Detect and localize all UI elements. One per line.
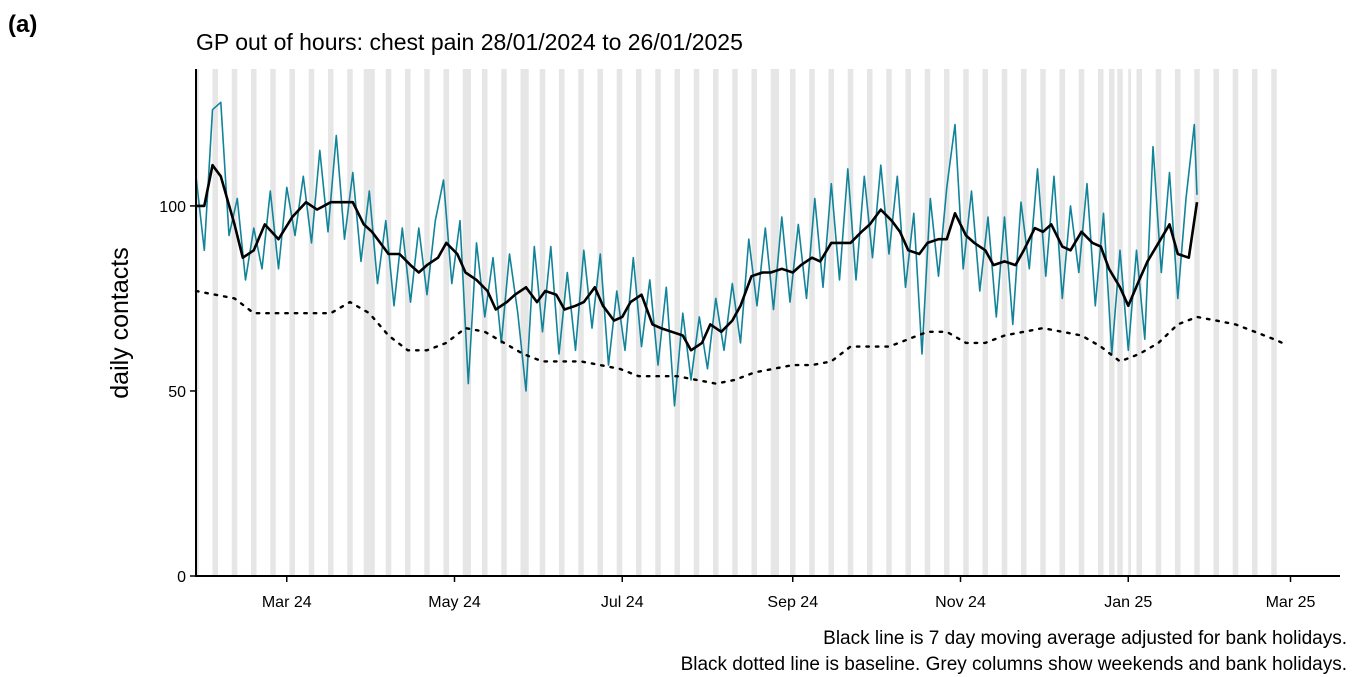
weekend-column	[520, 69, 529, 576]
weekend-column	[1213, 69, 1219, 576]
weekend-column	[385, 69, 392, 576]
weekend-column	[809, 69, 815, 576]
weekend-column	[828, 69, 834, 576]
weekend-column	[790, 69, 796, 576]
weekend-column	[1136, 69, 1142, 576]
weekend-column	[231, 69, 238, 576]
x-tick-label: May 24	[428, 594, 481, 611]
weekend-column	[443, 69, 449, 576]
weekend-column	[905, 69, 911, 576]
plot-area: 0 50 100 Mar 24 May 24 Jul 24 Sep 24 Nov 24 Jan …	[159, 69, 1340, 611]
note: Black dotted line is baseline. Grey colu…	[681, 654, 1347, 675]
weekend-column	[732, 69, 738, 576]
weekend-column	[501, 69, 507, 576]
weekend-column	[1194, 69, 1200, 576]
x-tick-label: Jul 24	[601, 594, 644, 611]
weekend-column	[1040, 69, 1046, 576]
weekend-column	[1001, 69, 1008, 576]
data-line	[195, 101, 1198, 407]
weekend-column	[424, 69, 430, 576]
weekend-column	[616, 69, 623, 576]
data-line	[196, 163, 1199, 352]
weekend-column	[405, 69, 411, 576]
weekend-column	[693, 69, 700, 576]
y-tick-label: 50	[168, 384, 186, 401]
x-tick-label: Mar 24	[262, 594, 312, 611]
weekend-column	[289, 69, 295, 576]
x-tick-label: Sep 24	[767, 594, 818, 611]
weekend-column	[363, 69, 375, 576]
weekend-column	[982, 69, 988, 576]
weekend-column	[1252, 69, 1258, 576]
weekend-column	[886, 69, 892, 576]
weekend-column	[347, 69, 353, 576]
chart-title: GP out of hours: chest pain 28/01/2024 t…	[196, 29, 743, 55]
x-tick-label: Mar 25	[1266, 594, 1316, 611]
weekend-column	[674, 69, 680, 576]
weekend-column	[1128, 69, 1131, 576]
weekend-column	[713, 69, 719, 576]
weekend-column	[578, 69, 584, 576]
x-tick-label: Nov 24	[935, 594, 986, 611]
weekend-column	[482, 69, 488, 576]
y-axis-label: daily contacts	[106, 247, 134, 398]
x-tick-label: Jan 25	[1104, 594, 1152, 611]
weekend-column	[1271, 69, 1277, 576]
weekend-column	[1109, 69, 1115, 576]
weekend-column	[1098, 69, 1104, 576]
weekend-column	[944, 69, 950, 576]
weekend-column	[251, 69, 257, 576]
weekend-column	[1021, 69, 1027, 576]
y-tick-label: 0	[177, 569, 186, 586]
weekend-column	[1155, 69, 1162, 576]
weekend-column	[1117, 69, 1123, 576]
weekend-column	[1232, 69, 1239, 576]
weekend-column	[655, 69, 661, 576]
weekend-column	[308, 69, 315, 576]
weekend-column	[867, 69, 873, 576]
weekend-column	[462, 69, 471, 576]
weekend-column	[963, 69, 969, 576]
note: Black line is 7 day moving average adjus…	[823, 628, 1347, 649]
weekend-column	[539, 69, 546, 576]
weekend-column	[597, 69, 603, 576]
weekend-column	[212, 69, 218, 576]
weekend-column	[328, 69, 334, 576]
weekend-column	[770, 69, 779, 576]
weekend-column	[924, 69, 931, 576]
panel-label: (a)	[8, 11, 37, 38]
weekend-column	[196, 69, 199, 576]
weekend-column	[1059, 69, 1065, 576]
weekend-column	[847, 69, 854, 576]
weekend-column	[1175, 69, 1181, 576]
weekend-column	[751, 69, 757, 576]
y-tick-label: 100	[159, 199, 186, 216]
weekend-column	[270, 69, 276, 576]
weekend-column	[1078, 69, 1085, 576]
